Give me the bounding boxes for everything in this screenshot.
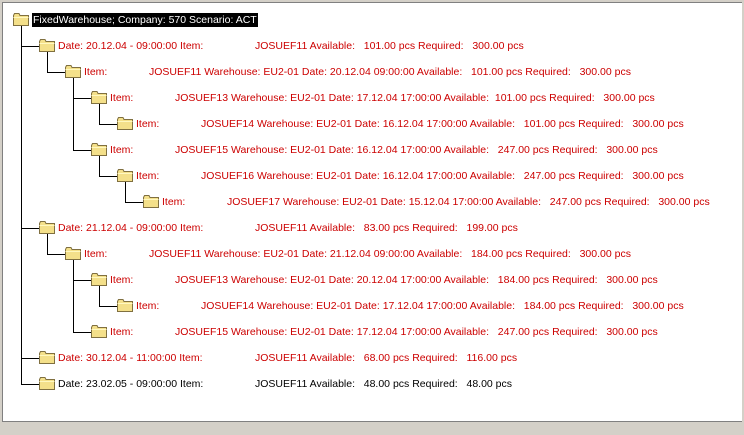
- tree-line: [21, 358, 39, 359]
- node-label[interactable]: Date: 23.02.05 - 09:00:00 Item:: [58, 378, 204, 390]
- node-detail: JOSUEF11 Available: 68.00 pcs Required: …: [255, 352, 518, 364]
- node-label[interactable]: FixedWarehouse; Company: 570 Scenario: A…: [32, 13, 258, 27]
- tree-line: [73, 332, 91, 333]
- tree-line: [21, 26, 22, 384]
- node-label[interactable]: Item:: [84, 248, 108, 260]
- node-label[interactable]: Date: 30.12.04 - 11:00:00 Item:: [58, 352, 203, 364]
- tree-line: [47, 72, 65, 73]
- tree-line: [73, 150, 91, 151]
- tree-line: [73, 280, 91, 281]
- tree-line: [47, 52, 48, 72]
- node-detail: JOSUEF14 Warehouse: EU2-01 Date: 16.12.0…: [201, 118, 684, 130]
- tree-line: [125, 182, 126, 202]
- tree-line: [21, 46, 39, 47]
- folder-icon[interactable]: [91, 91, 107, 104]
- tree-line: [73, 98, 91, 99]
- node-label[interactable]: Item:: [136, 118, 160, 130]
- tree-line: [73, 78, 74, 150]
- folder-icon[interactable]: [65, 247, 81, 260]
- tree-line: [21, 384, 39, 385]
- node-label[interactable]: Item:: [110, 326, 134, 338]
- tree-line: [47, 234, 48, 254]
- node-detail: JOSUEF13 Warehouse: EU2-01 Date: 20.12.0…: [175, 274, 658, 286]
- node-label[interactable]: Item:: [110, 274, 134, 286]
- folder-icon[interactable]: [91, 273, 107, 286]
- folder-icon[interactable]: [143, 195, 159, 208]
- node-detail: JOSUEF11 Warehouse: EU2-01 Date: 21.12.0…: [149, 248, 631, 260]
- tree-line: [99, 306, 117, 307]
- folder-icon[interactable]: [91, 325, 107, 338]
- tree-view: FixedWarehouse; Company: 570 Scenario: A…: [2, 2, 742, 422]
- tree-line: [99, 104, 100, 124]
- node-detail: JOSUEF11 Available: 48.00 pcs Required: …: [255, 378, 513, 390]
- tree-line: [21, 228, 39, 229]
- folder-icon[interactable]: [39, 377, 55, 390]
- node-label[interactable]: Date: 20.12.04 - 09:00:00 Item:: [58, 40, 204, 52]
- folder-icon[interactable]: [39, 39, 55, 52]
- tree-line: [73, 260, 74, 332]
- folder-icon[interactable]: [117, 117, 133, 130]
- node-detail: JOSUEF11 Warehouse: EU2-01 Date: 20.12.0…: [149, 66, 631, 78]
- node-detail: JOSUEF15 Warehouse: EU2-01 Date: 17.12.0…: [175, 326, 658, 338]
- node-label[interactable]: Item:: [136, 300, 160, 312]
- tree-line: [99, 286, 100, 306]
- tree-line: [47, 254, 65, 255]
- node-detail: JOSUEF13 Warehouse: EU2-01 Date: 17.12.0…: [175, 92, 655, 104]
- folder-icon[interactable]: [13, 13, 29, 26]
- node-detail: JOSUEF16 Warehouse: EU2-01 Date: 16.12.0…: [201, 170, 684, 182]
- node-label[interactable]: Date: 21.12.04 - 09:00:00 Item:: [58, 222, 204, 234]
- tree-line: [99, 156, 100, 176]
- node-label[interactable]: Item:: [84, 66, 108, 78]
- tree-line: [99, 176, 117, 177]
- folder-icon[interactable]: [91, 143, 107, 156]
- node-detail: JOSUEF15 Warehouse: EU2-01 Date: 16.12.0…: [175, 144, 658, 156]
- node-detail: JOSUEF17 Warehouse: EU2-01 Date: 15.12.0…: [227, 196, 710, 208]
- folder-icon[interactable]: [117, 299, 133, 312]
- folder-icon[interactable]: [39, 221, 55, 234]
- node-label[interactable]: Item:: [110, 144, 134, 156]
- node-label[interactable]: Item:: [110, 92, 134, 104]
- node-detail: JOSUEF14 Warehouse: EU2-01 Date: 17.12.0…: [201, 300, 684, 312]
- node-label[interactable]: Item:: [162, 196, 186, 208]
- node-detail: JOSUEF11 Available: 101.00 pcs Required:…: [255, 40, 524, 52]
- folder-icon[interactable]: [117, 169, 133, 182]
- node-detail: JOSUEF11 Available: 83.00 pcs Required: …: [255, 222, 518, 234]
- folder-icon[interactable]: [39, 351, 55, 364]
- tree-line: [99, 124, 117, 125]
- node-label[interactable]: Item:: [136, 170, 160, 182]
- folder-icon[interactable]: [65, 65, 81, 78]
- tree-line: [125, 202, 143, 203]
